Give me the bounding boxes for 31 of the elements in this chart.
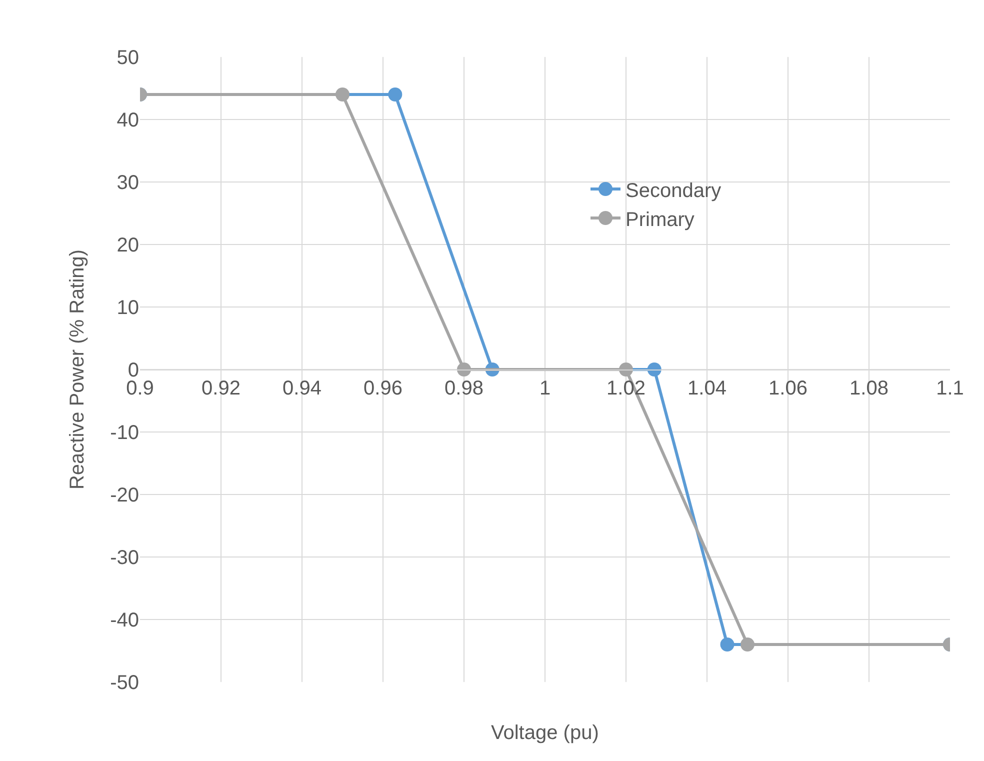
x-tick-label: 1.08	[850, 378, 888, 400]
x-tick-label: 1.02	[606, 378, 646, 400]
point	[647, 362, 662, 376]
x-tick-label: 1.04	[688, 378, 726, 400]
x-axis-title: Voltage (pu)	[491, 722, 599, 744]
point	[720, 638, 734, 652]
legend-label: Primary	[626, 208, 694, 231]
y-tick-label: -40	[110, 610, 139, 632]
y-tick-label: -20	[110, 484, 139, 506]
point	[388, 88, 402, 102]
legend-label: Secondary	[626, 180, 722, 202]
point	[336, 88, 350, 102]
x-tick-label: 1	[539, 378, 551, 400]
point	[619, 362, 633, 376]
x-tick-label: 1.1	[936, 378, 964, 400]
y-tick-label: -50	[110, 672, 139, 694]
point	[740, 638, 754, 652]
x-tick-label: 0.92	[202, 378, 240, 400]
y-tick-label: 10	[116, 297, 139, 319]
y-tick-label: 30	[116, 172, 139, 194]
x-tick-label: 0.96	[364, 378, 402, 400]
point	[457, 362, 471, 376]
y-tick-label: 50	[116, 47, 139, 69]
x-tick-label: 0.98	[444, 378, 484, 400]
y-tick-label: 20	[116, 234, 139, 256]
y-tick-label: 40	[116, 110, 139, 132]
y-tick-label: -10	[110, 422, 139, 444]
x-tick-label: 1.06	[768, 378, 808, 400]
x-tick-label: 0.94	[282, 378, 322, 400]
y-tick-label: -30	[110, 547, 139, 569]
y-axis-title: Reactive Power (% Rating)	[66, 249, 89, 490]
